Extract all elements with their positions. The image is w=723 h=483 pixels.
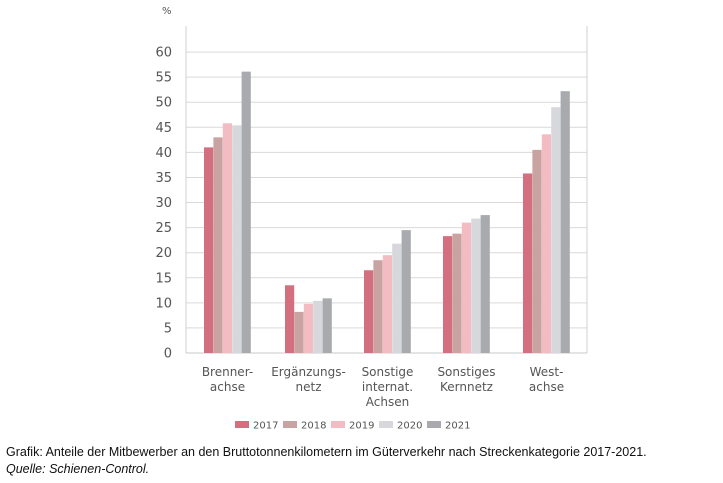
bar bbox=[452, 233, 462, 353]
legend-swatch bbox=[427, 421, 441, 428]
bar bbox=[541, 134, 551, 353]
bar-chart: % 0 5 10 15 20 25 30 35 40 45 50 55 60 Brenner-achse E… bbox=[155, 6, 588, 432]
bar bbox=[294, 311, 304, 353]
bar bbox=[392, 243, 402, 353]
y-tick-label: 45 bbox=[155, 121, 172, 136]
y-tick-label: 20 bbox=[155, 246, 172, 261]
bar bbox=[285, 285, 295, 353]
bar bbox=[551, 107, 561, 353]
bar bbox=[313, 300, 323, 353]
legend-label: 2017 bbox=[253, 421, 278, 432]
bar bbox=[523, 173, 533, 353]
y-tick-label: 25 bbox=[155, 221, 172, 236]
legend-swatch bbox=[235, 421, 249, 428]
y-tick-label: 30 bbox=[155, 196, 172, 211]
y-tick-label: 35 bbox=[155, 171, 172, 186]
category-label: Brenner-achse bbox=[202, 365, 253, 394]
bar bbox=[471, 218, 481, 353]
legend-label: 2021 bbox=[445, 421, 470, 432]
bar bbox=[560, 91, 570, 353]
legend-swatch bbox=[331, 421, 345, 428]
y-tick-label: 50 bbox=[155, 96, 172, 111]
y-tick-label: 40 bbox=[155, 146, 172, 161]
y-axis: % 0 5 10 15 20 25 30 35 40 45 50 55 60 bbox=[155, 6, 172, 362]
bar bbox=[480, 215, 490, 353]
legend-label: 2020 bbox=[397, 421, 422, 432]
bar bbox=[443, 236, 453, 353]
category-label: Sonstiges Kernnetz bbox=[437, 365, 495, 394]
gridlines bbox=[185, 26, 588, 354]
bar bbox=[303, 303, 313, 353]
bars bbox=[204, 71, 570, 354]
category-labels: Brenner-achse Ergänzungs-netz Sonstige inte… bbox=[202, 365, 564, 409]
bar bbox=[232, 125, 242, 353]
legend-swatch bbox=[379, 421, 393, 428]
bar bbox=[213, 137, 223, 353]
legend-label: 2018 bbox=[301, 421, 326, 432]
y-tick-label: 60 bbox=[155, 46, 172, 61]
y-tick-label: 0 bbox=[164, 347, 172, 362]
legend-swatch bbox=[283, 421, 297, 428]
bar bbox=[204, 147, 214, 353]
bar bbox=[461, 222, 471, 353]
figure-caption: Grafik: Anteile der Mitbewerber an den B… bbox=[6, 444, 722, 478]
caption-source: Quelle: Schienen-Control. bbox=[6, 462, 150, 476]
category-label: Ergänzungs-netz bbox=[271, 365, 346, 394]
category-label: West-achse bbox=[529, 365, 564, 394]
bar bbox=[382, 255, 392, 353]
category-label: Sonstige internat. Achsen bbox=[362, 365, 414, 409]
legend-label: 2019 bbox=[349, 421, 374, 432]
legend: 2017 2018 2019 2020 2021 bbox=[235, 421, 470, 432]
bar bbox=[222, 123, 232, 354]
bar bbox=[364, 270, 374, 353]
bar bbox=[373, 260, 383, 353]
bar bbox=[322, 298, 332, 353]
bar bbox=[241, 71, 251, 353]
y-tick-label: 10 bbox=[155, 296, 172, 311]
y-tick-label: 5 bbox=[164, 321, 172, 336]
bar bbox=[532, 149, 542, 353]
y-tick-label: 55 bbox=[155, 71, 172, 86]
caption-text: Grafik: Anteile der Mitbewerber an den B… bbox=[6, 445, 647, 459]
bar bbox=[401, 230, 411, 353]
y-unit-label: % bbox=[162, 6, 172, 17]
y-tick-label: 15 bbox=[155, 271, 172, 286]
